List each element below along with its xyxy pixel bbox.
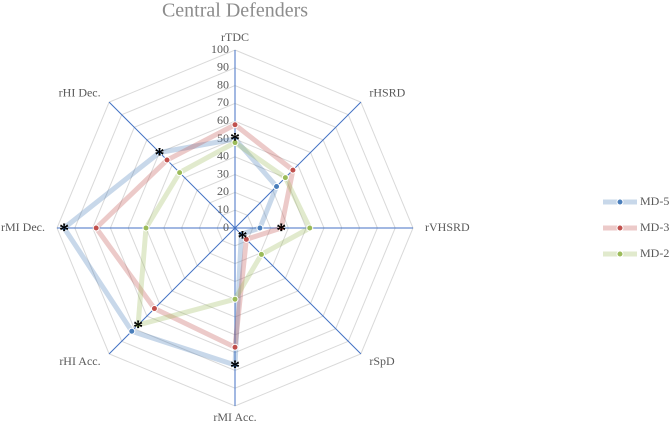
r-tick-label: 40 xyxy=(217,149,229,163)
annotation: * xyxy=(59,220,69,242)
legend-marker xyxy=(616,224,624,232)
data-point xyxy=(142,224,150,232)
annotation: * xyxy=(133,317,143,339)
data-point xyxy=(134,321,142,329)
r-tick-label: 80 xyxy=(217,77,229,91)
data-point xyxy=(257,250,265,258)
category-label: rSpD xyxy=(369,354,395,368)
annotation: * xyxy=(238,227,248,249)
r-tick-label: 90 xyxy=(217,60,229,74)
series-line xyxy=(93,122,296,350)
data-point xyxy=(273,182,281,190)
data-point xyxy=(60,224,68,232)
r-tick-label: 30 xyxy=(217,166,229,180)
data-point xyxy=(163,156,171,164)
r-tick-label: 100 xyxy=(211,42,229,56)
data-point xyxy=(277,224,285,232)
data-point xyxy=(306,224,314,232)
category-label: rHSRD xyxy=(369,85,405,99)
annotation: * xyxy=(154,144,164,166)
category-label: rMI Acc. xyxy=(213,410,256,424)
legend-label: MD-3 xyxy=(640,220,669,234)
legend-marker xyxy=(616,250,624,258)
data-point xyxy=(155,148,163,156)
data-point xyxy=(256,224,264,232)
legend-marker xyxy=(616,198,624,206)
data-point xyxy=(231,295,239,303)
data-point xyxy=(231,139,239,147)
data-point xyxy=(281,174,289,182)
category-label: rVHSRD xyxy=(425,220,470,234)
data-point xyxy=(289,166,297,174)
category-label: rTDC xyxy=(221,30,249,44)
r-tick-label: 20 xyxy=(217,184,229,198)
category-label: rMI Dec. xyxy=(1,220,45,234)
r-tick-label: 0 xyxy=(223,220,229,234)
data-point xyxy=(176,169,184,177)
data-point xyxy=(231,361,239,369)
category-label: rHI Dec. xyxy=(59,85,101,99)
data-point xyxy=(128,327,136,335)
legend-label: MD-5 xyxy=(640,194,669,208)
data-point xyxy=(150,305,158,313)
axis-line xyxy=(234,101,362,229)
data-point xyxy=(92,224,100,232)
category-label: rHI Acc. xyxy=(59,354,100,368)
data-point xyxy=(231,121,239,129)
data-point xyxy=(242,235,250,243)
r-tick-label: 60 xyxy=(217,113,229,127)
annotation: * xyxy=(230,357,240,379)
data-point xyxy=(237,230,245,238)
r-tick-label: 10 xyxy=(217,202,229,216)
chart-title: Central Defenders xyxy=(162,0,308,22)
axis-line xyxy=(108,101,236,229)
legend-label: MD-2 xyxy=(640,246,669,260)
data-point xyxy=(231,343,239,351)
axis-line xyxy=(234,227,362,355)
r-tick-label: 70 xyxy=(217,95,229,109)
r-tick-label: 50 xyxy=(217,131,229,145)
annotation: * xyxy=(230,129,240,151)
annotation: * xyxy=(276,220,286,242)
